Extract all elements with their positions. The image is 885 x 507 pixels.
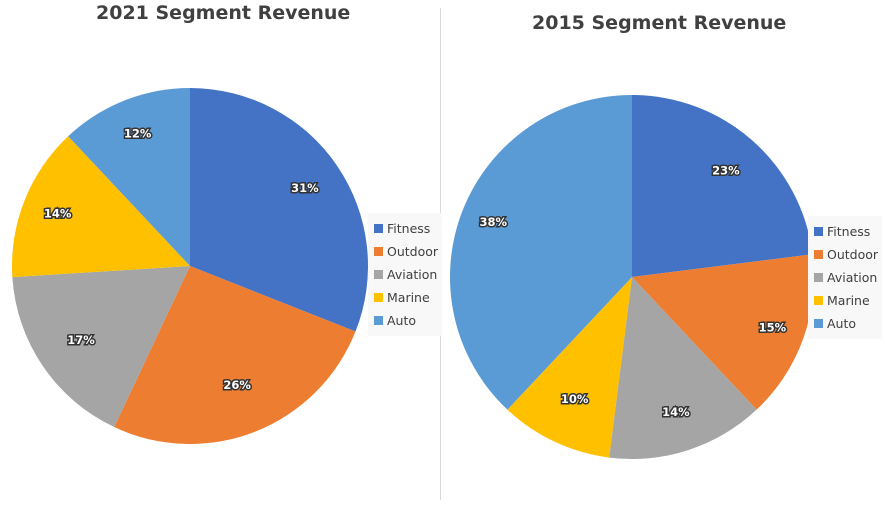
legend-2015: Fitness Outdoor Aviation Marine Auto [808, 216, 883, 339]
pie-slice-fitness [632, 95, 813, 277]
legend-swatch-auto [814, 319, 823, 328]
legend-label-marine: Marine [827, 293, 870, 308]
legend-item-marine: Marine [374, 286, 438, 309]
data-label-aviation: 14% [662, 405, 690, 419]
legend-swatch-fitness [374, 224, 383, 233]
legend-swatch-aviation [374, 270, 383, 279]
legend-swatch-marine [814, 296, 823, 305]
chart-title-2021: 2021 Segment Revenue [96, 2, 351, 24]
data-label-fitness: 23% [712, 164, 740, 178]
legend-label-auto: Auto [827, 316, 857, 331]
data-label-marine: 10% [561, 392, 589, 406]
pie-slice-outdoor [632, 254, 815, 410]
pie-slice-marine [507, 277, 632, 458]
legend-2021: Fitness Outdoor Aviation Marine Auto [368, 213, 443, 336]
legend-item-auto: Auto [374, 309, 438, 332]
legend-swatch-fitness [814, 227, 823, 236]
pie-slice-outdoor [114, 266, 356, 445]
legend-item-fitness: Fitness [814, 220, 878, 243]
data-label-aviation: 17% [67, 333, 95, 347]
legend-label-fitness: Fitness [827, 224, 871, 239]
data-label-auto: 38% [479, 215, 507, 229]
pie-slice-aviation [609, 277, 757, 459]
pie-slice-auto [449, 95, 632, 410]
pie-slice-marine [11, 136, 190, 278]
pie-slice-fitness [190, 88, 368, 332]
data-label-outdoor: 26% [223, 378, 251, 392]
legend-label-aviation: Aviation [387, 267, 438, 282]
legend-swatch-auto [374, 316, 383, 325]
legend-swatch-outdoor [374, 247, 383, 256]
legend-label-marine: Marine [387, 290, 430, 305]
chart-title-2015: 2015 Segment Revenue [532, 12, 787, 34]
legend-label-outdoor: Outdoor [387, 244, 439, 259]
legend-label-aviation: Aviation [827, 270, 878, 285]
legend-item-auto: Auto [814, 312, 878, 335]
data-label-fitness: 31% [291, 181, 319, 195]
legend-item-outdoor: Outdoor [814, 243, 878, 266]
pie-slice-aviation [12, 266, 190, 428]
data-label-outdoor: 15% [759, 321, 787, 335]
legend-label-outdoor: Outdoor [827, 247, 879, 262]
legend-item-marine: Marine [814, 289, 878, 312]
legend-item-outdoor: Outdoor [374, 240, 438, 263]
pie-slice-auto [68, 88, 190, 266]
legend-label-fitness: Fitness [387, 221, 431, 236]
legend-swatch-aviation [814, 273, 823, 282]
legend-label-auto: Auto [387, 313, 417, 328]
legend-item-aviation: Aviation [374, 263, 438, 286]
legend-swatch-marine [374, 293, 383, 302]
legend-swatch-outdoor [814, 250, 823, 259]
data-label-auto: 12% [124, 127, 152, 141]
legend-item-aviation: Aviation [814, 266, 878, 289]
data-label-marine: 14% [44, 207, 72, 221]
legend-item-fitness: Fitness [374, 217, 438, 240]
